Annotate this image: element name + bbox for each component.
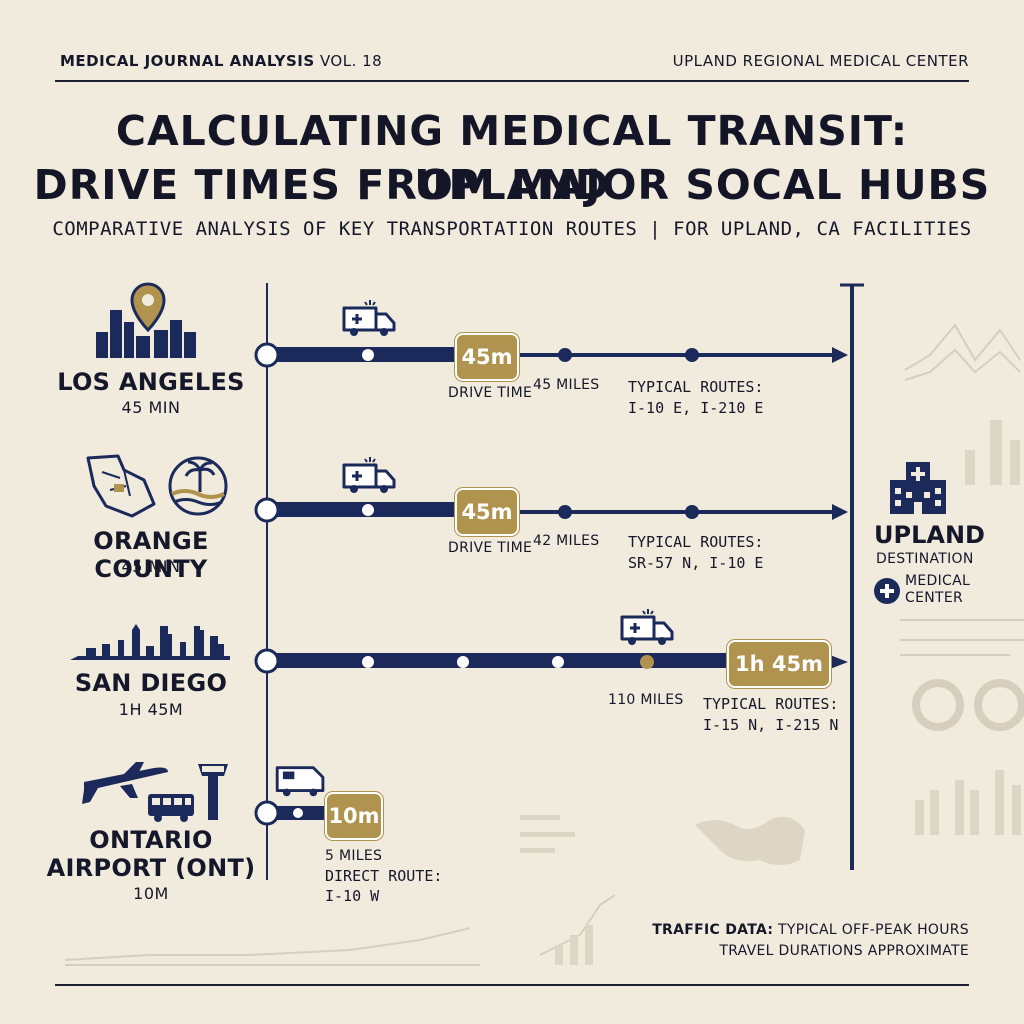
routes-label: DIRECT ROUTE: — [325, 867, 443, 885]
traffic-note-label: TRAFFIC DATA: — [652, 922, 774, 938]
los-angeles-skyline-icon — [96, 282, 196, 358]
route-line-ontario-airport — [254, 800, 325, 826]
journal-header: MEDICAL JOURNAL ANALYSIS VOL. 18 — [60, 52, 382, 70]
origin-name-line-1: ONTARIO — [89, 826, 213, 854]
routes-value: I-10 W — [325, 887, 380, 905]
ambulance-icon — [275, 766, 325, 797]
drive-time-badge: 1h 45m — [727, 640, 831, 688]
ambulance-icon — [620, 609, 674, 645]
routes-value: I-15 N, I-215 N — [703, 716, 839, 734]
route-miles: 42 MILES — [533, 533, 600, 549]
route-line-orange-county — [254, 497, 848, 523]
origin-name: ORANGE COUNTY — [93, 527, 209, 583]
traffic-note-line-1: TRAFFIC DATA: TYPICAL OFF-PEAK HOURS — [652, 922, 969, 938]
route-miles: 45 MILES — [533, 377, 600, 393]
origin-drive-time: 45 MIN — [121, 557, 181, 576]
route-line-los-angeles — [254, 342, 848, 368]
drive-time-label: DRIVE TIME — [448, 385, 533, 401]
route-line-san-diego — [254, 648, 848, 674]
facility-line-2: CENTER — [905, 590, 964, 606]
ambulance-icon — [342, 300, 396, 336]
ambulance-icon — [342, 457, 396, 493]
drive-time-badge: 10m — [325, 792, 383, 840]
origin-name-line-2: AIRPORT (ONT) — [46, 854, 256, 882]
san-diego-skyline-icon — [70, 624, 230, 660]
journal-name: MEDICAL JOURNAL ANALYSIS — [60, 52, 315, 70]
medical-cross-icon — [874, 578, 900, 604]
drive-time-badge: 45m — [455, 333, 519, 381]
destination-title: UPLAND — [874, 521, 985, 549]
drive-time-label: DRIVE TIME — [448, 540, 533, 556]
hospital-icon — [890, 462, 946, 514]
origin-drive-time: 1H 45M — [118, 700, 184, 719]
airport-plane-bus-icon — [82, 762, 228, 822]
page-title-line-1: CALCULATING MEDICAL TRANSIT: UPLAND — [115, 107, 909, 209]
organization-name: UPLAND REGIONAL MEDICAL CENTER — [672, 52, 969, 70]
route-miles: 110 MILES — [608, 692, 684, 708]
routes-value: SR-57 N, I-10 E — [628, 554, 764, 572]
origin-name: LOS ANGELES — [57, 368, 245, 396]
origin-drive-time: 10M — [133, 884, 169, 903]
routes-value: I-10 E, I-210 E — [628, 399, 764, 417]
routes-label: TYPICAL ROUTES: — [703, 695, 839, 713]
drive-time-badge: 45m — [455, 488, 519, 536]
footer-divider — [55, 984, 969, 986]
traffic-note-line-2: TRAVEL DURATIONS APPROXIMATE — [719, 943, 969, 959]
traffic-note-text: TYPICAL OFF-PEAK HOURS — [778, 922, 969, 938]
journal-volume: VOL. 18 — [319, 52, 383, 70]
page-subtitle: COMPARATIVE ANALYSIS OF KEY TRANSPORTATI… — [52, 218, 972, 240]
page-title-line-2: DRIVE TIMES FROM MAJOR SOCAL HUBS — [33, 161, 991, 209]
origin-name: SAN DIEGO — [74, 669, 228, 697]
routes-label: TYPICAL ROUTES: — [628, 533, 764, 551]
route-miles: 5 MILES — [325, 848, 383, 864]
orange-county-map-icon — [86, 454, 228, 518]
facility-line-1: MEDICAL — [905, 573, 971, 589]
routes-label: TYPICAL ROUTES: — [628, 378, 764, 396]
header-divider — [55, 80, 969, 82]
origin-drive-time: 45 MIN — [121, 398, 181, 417]
destination-subtitle: DESTINATION — [876, 551, 974, 567]
